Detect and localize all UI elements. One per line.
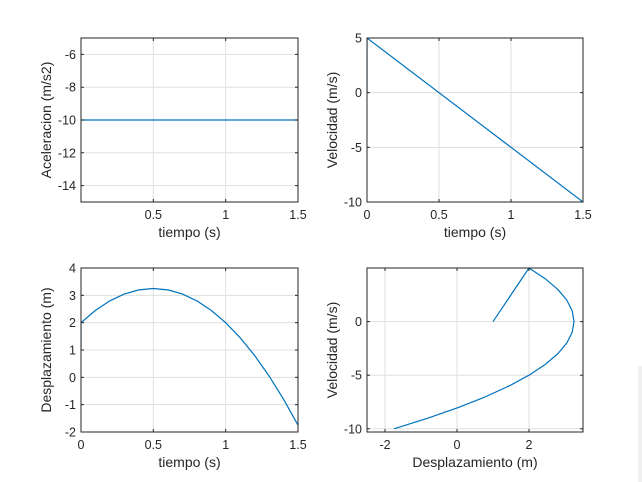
series-line-2 [393,268,575,430]
x-axis-label: tiempo (s) [158,454,220,470]
y-tick-label: -5 [351,141,362,155]
subplot-3: 0 0.5 1 1.5 4 3 2 1 0 -1 -2 tiempo (s) Desplazamient… [38,262,307,471]
x-tick-label: 0 [454,438,461,452]
x-tick-label: 1.5 [289,208,306,222]
plot-area [367,268,583,432]
x-axis-label: Desplazamiento (m) [412,454,537,470]
x-tick-label: 1 [222,438,229,452]
x-tick-label: 0.5 [430,208,447,222]
y-tick-label: -6 [65,48,76,62]
y-tick-label: -10 [344,422,362,436]
window-edge-scrollbar [638,366,642,482]
y-tick-label: -1 [65,398,76,412]
y-tick-label: -12 [58,146,76,160]
y-tick-label: 0 [355,315,362,329]
y-axis-label: Velocidad (m/s) [324,72,340,168]
y-tick-label: -14 [58,179,76,193]
x-tick-label: 1.5 [574,208,591,222]
x-tick-label: 1 [508,208,515,222]
x-tick-label: 0.5 [145,208,162,222]
y-tick-label: -8 [65,81,76,95]
axes-box [366,267,584,433]
axes-box [366,37,584,203]
x-tick-label: 1 [222,208,229,222]
y-tick-label: 2 [69,316,76,330]
subplot-1: 0.5 1 1.5 -6 -8 -10 -12 -14 tiempo (s) Aceleracio… [38,37,307,240]
x-tick-label: 1.5 [289,438,306,452]
y-tick-label: 3 [69,289,76,303]
x-tick-label: 2 [526,438,533,452]
series-line-1 [492,268,530,322]
y-axis-label: Aceleracion (m/s2) [38,62,54,179]
y-tick-label: -5 [351,369,362,383]
y-axis-label: Desplazamiento (m) [38,287,54,412]
x-tick-label: 0 [78,438,85,452]
subplot-2: 0 0.5 1 1.5 5 0 -5 -10 tiempo (s) Velocidad (m/s) [324,32,592,241]
y-axis-label: Velocidad (m/s) [324,302,340,398]
x-axis-label: tiempo (s) [158,224,220,240]
subplot-4: -2 0 2 0 -5 -10 Desplazamiento (m) Velocidad (m… [324,267,584,470]
y-tick-label: 4 [69,262,76,276]
x-tick-label: 0 [364,208,371,222]
x-tick-label: 0.5 [145,438,162,452]
y-tick-label: 1 [69,344,76,358]
y-tick-label: 0 [355,86,362,100]
series-line-2 [81,287,298,426]
x-tick-label: -2 [379,438,390,452]
y-tick-label: 5 [355,32,362,46]
x-axis-label: tiempo (s) [444,224,506,240]
y-tick-label: 0 [69,371,76,385]
y-tick-label: -2 [65,426,76,440]
y-tick-label: -10 [58,114,76,128]
series-line-1 [367,38,583,202]
y-tick-label: -10 [344,196,362,210]
